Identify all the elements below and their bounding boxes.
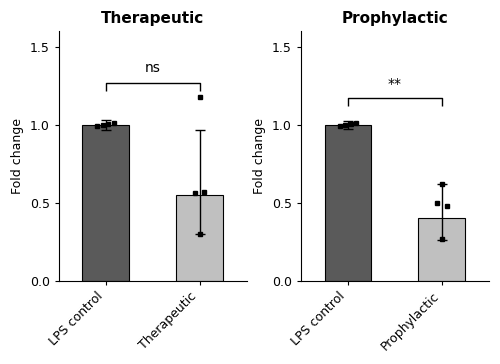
Y-axis label: Fold change: Fold change	[254, 118, 266, 194]
Title: Prophylactic: Prophylactic	[342, 11, 448, 26]
Bar	[82, 125, 129, 281]
Title: Therapeutic: Therapeutic	[101, 11, 204, 26]
Bar	[176, 195, 223, 281]
Bar	[324, 125, 372, 281]
Bar	[418, 218, 466, 281]
Text: ns: ns	[144, 61, 160, 75]
Text: **: **	[388, 76, 402, 91]
Y-axis label: Fold change: Fold change	[11, 118, 24, 194]
